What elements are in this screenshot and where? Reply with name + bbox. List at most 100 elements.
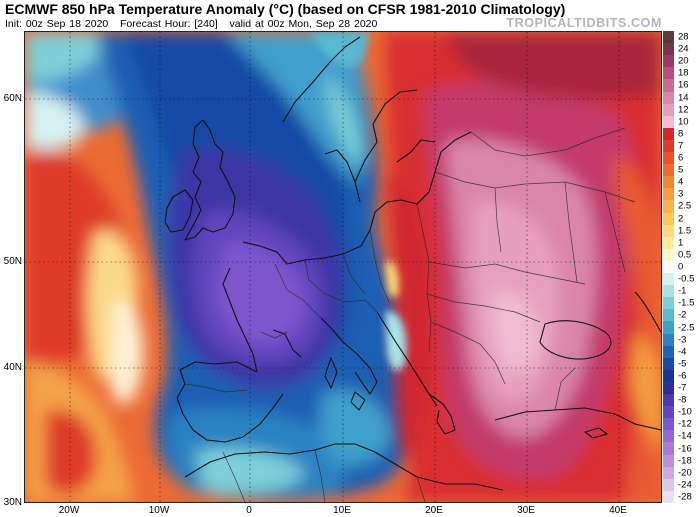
legend-label: 1.5	[678, 225, 692, 237]
legend-swatch	[663, 236, 674, 250]
legend-swatch	[663, 212, 674, 226]
legend-swatch	[663, 139, 674, 153]
legend-label: 8	[678, 128, 684, 140]
lon-label-20w: 20W	[58, 505, 80, 516]
legend-swatch	[663, 442, 674, 456]
lat-label-30n: 30N	[3, 497, 22, 508]
legend-label: 2.5	[678, 200, 692, 212]
legend-swatch	[663, 55, 674, 68]
legend-swatch	[663, 357, 674, 371]
legend-label: -24	[678, 479, 692, 491]
legend-label: 12	[678, 104, 689, 116]
legend-label: 10	[678, 116, 689, 128]
legend-swatch	[663, 200, 674, 214]
legend-label: 7	[678, 140, 684, 152]
legend-label: 6	[678, 152, 684, 164]
legend-label: -20	[678, 467, 692, 479]
anomaly-map	[24, 31, 662, 503]
legend-swatch	[663, 248, 674, 262]
legend-swatch	[663, 115, 674, 129]
legend-swatch	[663, 394, 674, 407]
legend-swatch	[663, 127, 674, 141]
color-scale-legend: 28 24 20 18 16 14 12 10 8 7 6 5 4 3 2.5 2 1.5 1 0.5 0 -0.5 -1…	[663, 31, 700, 504]
legend-swatch	[663, 273, 674, 286]
legend-swatch	[663, 67, 674, 80]
legend-label: -7	[678, 382, 687, 394]
legend-swatch	[663, 490, 674, 504]
legend-swatch	[663, 478, 674, 492]
legend-swatch	[663, 188, 674, 201]
legend-label: -1.5	[678, 297, 695, 309]
legend-label: 0.5	[678, 249, 692, 261]
legend-label: -0.5	[678, 273, 695, 285]
legend-label: -6	[678, 370, 687, 382]
legend-label: -5	[678, 358, 687, 370]
legend-label: 1	[678, 237, 684, 249]
legend-label: 28	[678, 31, 689, 43]
legend-label: -14	[678, 430, 692, 442]
legend-label: -2	[678, 309, 687, 321]
legend-swatch	[663, 260, 674, 274]
graticule	[25, 32, 661, 502]
legend-swatch	[663, 285, 674, 298]
valid-time: valid at 00z Mon, Sep 28 2020	[229, 18, 378, 30]
legend-swatch	[663, 79, 674, 92]
legend-swatch	[663, 297, 674, 310]
legend-label: 5	[678, 164, 684, 176]
legend-label: -4	[678, 346, 687, 358]
legend-label: 20	[678, 55, 689, 67]
forecast-hour: Forecast Hour: [240]	[120, 18, 218, 30]
legend-swatch	[663, 91, 674, 105]
legend-swatch	[663, 406, 674, 419]
legend-swatch	[663, 31, 674, 44]
legend-swatch	[663, 333, 674, 347]
lon-label-0: 0	[246, 505, 252, 516]
legend-label: -28	[678, 491, 692, 503]
legend-label: -1	[678, 285, 687, 297]
lat-label-50n: 50N	[3, 256, 22, 267]
legend-swatch	[663, 43, 674, 56]
legend-swatch	[663, 381, 674, 395]
legend-swatch	[663, 430, 674, 443]
legend-label: 18	[678, 67, 689, 79]
legend-label: -18	[678, 455, 692, 467]
legend-swatch	[663, 454, 674, 468]
init-time: Init: 00z Sep 18 2020	[5, 18, 109, 30]
lon-label-10e: 10E	[333, 505, 351, 516]
brand-watermark: TROPICALTIDBITS.COM	[506, 16, 662, 30]
legend-label: 0	[678, 261, 684, 273]
legend-swatch	[663, 103, 674, 117]
legend-label: 2	[678, 213, 684, 225]
lat-label-40n: 40N	[3, 362, 22, 373]
legend-label: 14	[678, 92, 689, 104]
legend-swatch	[663, 152, 674, 165]
legend-label: -3	[678, 334, 687, 346]
legend-label: -12	[678, 418, 692, 430]
legend-label: -16	[678, 443, 692, 455]
coastline-outlines	[164, 36, 661, 491]
legend-swatch	[663, 369, 674, 383]
lon-label-30e: 30E	[517, 505, 535, 516]
lon-label-10w: 10W	[148, 505, 170, 516]
lon-label-40e: 40E	[609, 505, 627, 516]
legend-swatch	[663, 164, 674, 177]
legend-swatch	[663, 176, 674, 189]
legend-label: -2.5	[678, 322, 695, 333]
legend-label: -8	[678, 394, 687, 406]
legend-label: -10	[678, 406, 692, 418]
legend-swatch	[663, 309, 674, 322]
legend-swatch	[663, 418, 674, 431]
legend-label: 3	[678, 188, 684, 200]
legend-swatch	[663, 345, 674, 359]
lat-label-60n: 60N	[3, 93, 22, 104]
legend-swatch	[663, 224, 674, 238]
country-borders	[184, 127, 636, 502]
legend-swatch	[663, 466, 674, 480]
chart-title: ECMWF 850 hPa Temperature Anomaly (°C) (…	[5, 1, 566, 17]
legend-label: 16	[678, 79, 689, 91]
legend-label: 24	[678, 43, 689, 55]
lon-label-20e: 20E	[425, 505, 443, 516]
run-info: Init: 00z Sep 18 2020 Forecast Hour: [24…	[5, 18, 377, 30]
legend-label: 4	[678, 176, 684, 188]
legend-swatch	[663, 321, 674, 335]
